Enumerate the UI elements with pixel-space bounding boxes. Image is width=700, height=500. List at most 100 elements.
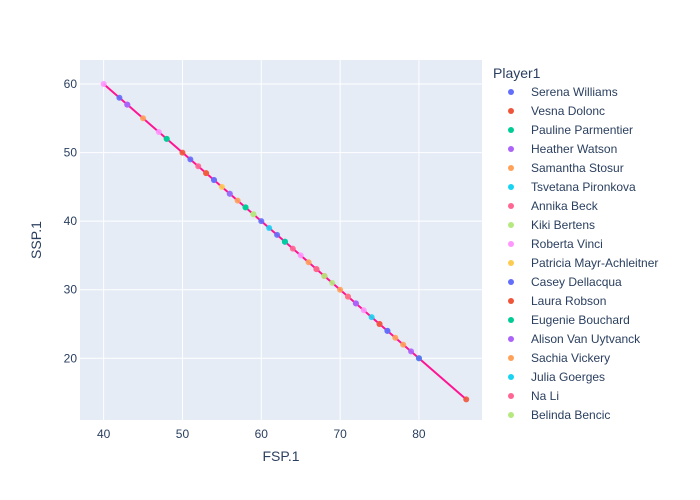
data-point (281, 238, 288, 245)
legend-item[interactable]: Roberta Vinci (508, 237, 603, 251)
data-point (392, 334, 399, 341)
data-point (345, 293, 351, 300)
data-point (289, 245, 296, 252)
data-point (234, 197, 241, 204)
data-point (274, 231, 281, 238)
legend-item[interactable]: Vesna Dolonc (508, 104, 605, 118)
legend-marker (508, 355, 514, 361)
legend-label: Heather Watson (531, 142, 617, 156)
legend-item[interactable]: Samantha Stosur (508, 161, 624, 175)
legend-label: Samantha Stosur (531, 161, 624, 175)
legend-label: Belinda Bencic (531, 408, 610, 422)
legend-label: Kiki Bertens (531, 218, 595, 232)
legend-item[interactable]: Sachia Vickery (508, 351, 610, 365)
legend-marker (508, 241, 514, 247)
legend-marker (508, 317, 514, 323)
grid-lines (80, 60, 482, 420)
data-point (352, 300, 359, 307)
legend-title: Player1 (493, 65, 541, 81)
data-point (155, 129, 162, 135)
legend-label: Pauline Parmentier (531, 123, 633, 137)
y-tick-labels: 20 30 40 50 60 (64, 77, 78, 365)
x-tick-label: 80 (412, 427, 426, 441)
legend-marker (508, 165, 514, 171)
data-point (100, 81, 107, 87)
legend-item[interactable]: Kiki Bertens (508, 218, 595, 232)
y-tick-label: 20 (64, 351, 78, 365)
legend-item[interactable]: Tsvetana Pironkova (508, 180, 636, 194)
legend-label: Vesna Dolonc (531, 104, 605, 118)
data-point (329, 279, 336, 286)
data-point (163, 135, 170, 142)
data-point (415, 355, 422, 362)
data-point (400, 341, 407, 348)
x-tick-label: 40 (97, 427, 111, 441)
legend-label: Annika Beck (531, 199, 599, 213)
data-point (305, 259, 312, 266)
legend-label: Patricia Mayr-Achleitner (531, 256, 658, 270)
legend-marker (508, 222, 514, 228)
data-point (116, 94, 123, 101)
legend-label: Roberta Vinci (531, 237, 603, 251)
data-point (297, 252, 304, 259)
legend-label: Alison Van Uytvanck (531, 332, 641, 346)
legend-marker (508, 146, 514, 152)
data-point (124, 101, 131, 108)
x-tick-label: 50 (176, 427, 190, 441)
data-point (218, 183, 225, 190)
data-point (140, 115, 147, 122)
data-point (337, 286, 344, 293)
data-point (408, 348, 415, 355)
legend-item[interactable]: Belinda Bencic (508, 408, 610, 422)
data-points (100, 81, 470, 403)
legend-label: Casey Dellacqua (531, 275, 622, 289)
data-point (242, 204, 249, 211)
data-point (313, 266, 320, 273)
legend-label: Eugenie Bouchard (531, 313, 630, 327)
legend-marker (508, 336, 514, 342)
legend-item[interactable]: Annika Beck (508, 199, 599, 213)
legend-marker (508, 203, 514, 209)
legend-item[interactable]: Patricia Mayr-Achleitner (508, 256, 658, 270)
data-point (187, 156, 194, 163)
legend-item[interactable]: Serena Williams (508, 85, 618, 99)
legend-marker (508, 184, 514, 190)
legend-marker (508, 127, 514, 133)
legend-marker (508, 260, 514, 266)
legend-item[interactable]: Pauline Parmentier (508, 123, 633, 137)
x-axis-title: FSP.1 (262, 448, 299, 464)
data-point (203, 170, 210, 177)
y-tick-label: 40 (64, 214, 78, 228)
legend[interactable]: Player1 Serena Williams Vesna Dolonc Pauli… (493, 65, 658, 422)
legend-label: Na Li (531, 389, 559, 403)
legend-label: Sachia Vickery (531, 351, 610, 365)
data-point (258, 218, 265, 225)
legend-label: Serena Williams (531, 85, 618, 99)
x-tick-labels: 40 50 60 70 80 (97, 427, 426, 441)
y-tick-label: 30 (64, 283, 78, 297)
legend-marker (508, 89, 514, 95)
legend-item[interactable]: Julia Goerges (508, 370, 605, 384)
legend-marker (508, 108, 514, 114)
data-point (250, 211, 257, 218)
x-tick-label: 70 (333, 427, 347, 441)
legend-item[interactable]: Heather Watson (508, 142, 617, 156)
legend-item[interactable]: Casey Dellacqua (508, 275, 622, 289)
legend-item[interactable]: Eugenie Bouchard (508, 313, 630, 327)
data-point (360, 307, 367, 314)
data-point (226, 190, 233, 197)
legend-marker (508, 279, 514, 285)
data-point (321, 273, 328, 279)
legend-item[interactable]: Na Li (508, 389, 559, 403)
x-tick-label: 60 (255, 427, 269, 441)
legend-item[interactable]: Laura Robson (508, 294, 606, 308)
y-tick-label: 50 (64, 146, 78, 160)
legend-marker (508, 374, 514, 380)
legend-item[interactable]: Alison Van Uytvanck (508, 332, 641, 346)
legend-marker (508, 393, 514, 399)
data-point (368, 314, 375, 321)
y-tick-label: 60 (64, 77, 78, 91)
data-point (211, 177, 217, 183)
legend-marker (508, 298, 514, 304)
